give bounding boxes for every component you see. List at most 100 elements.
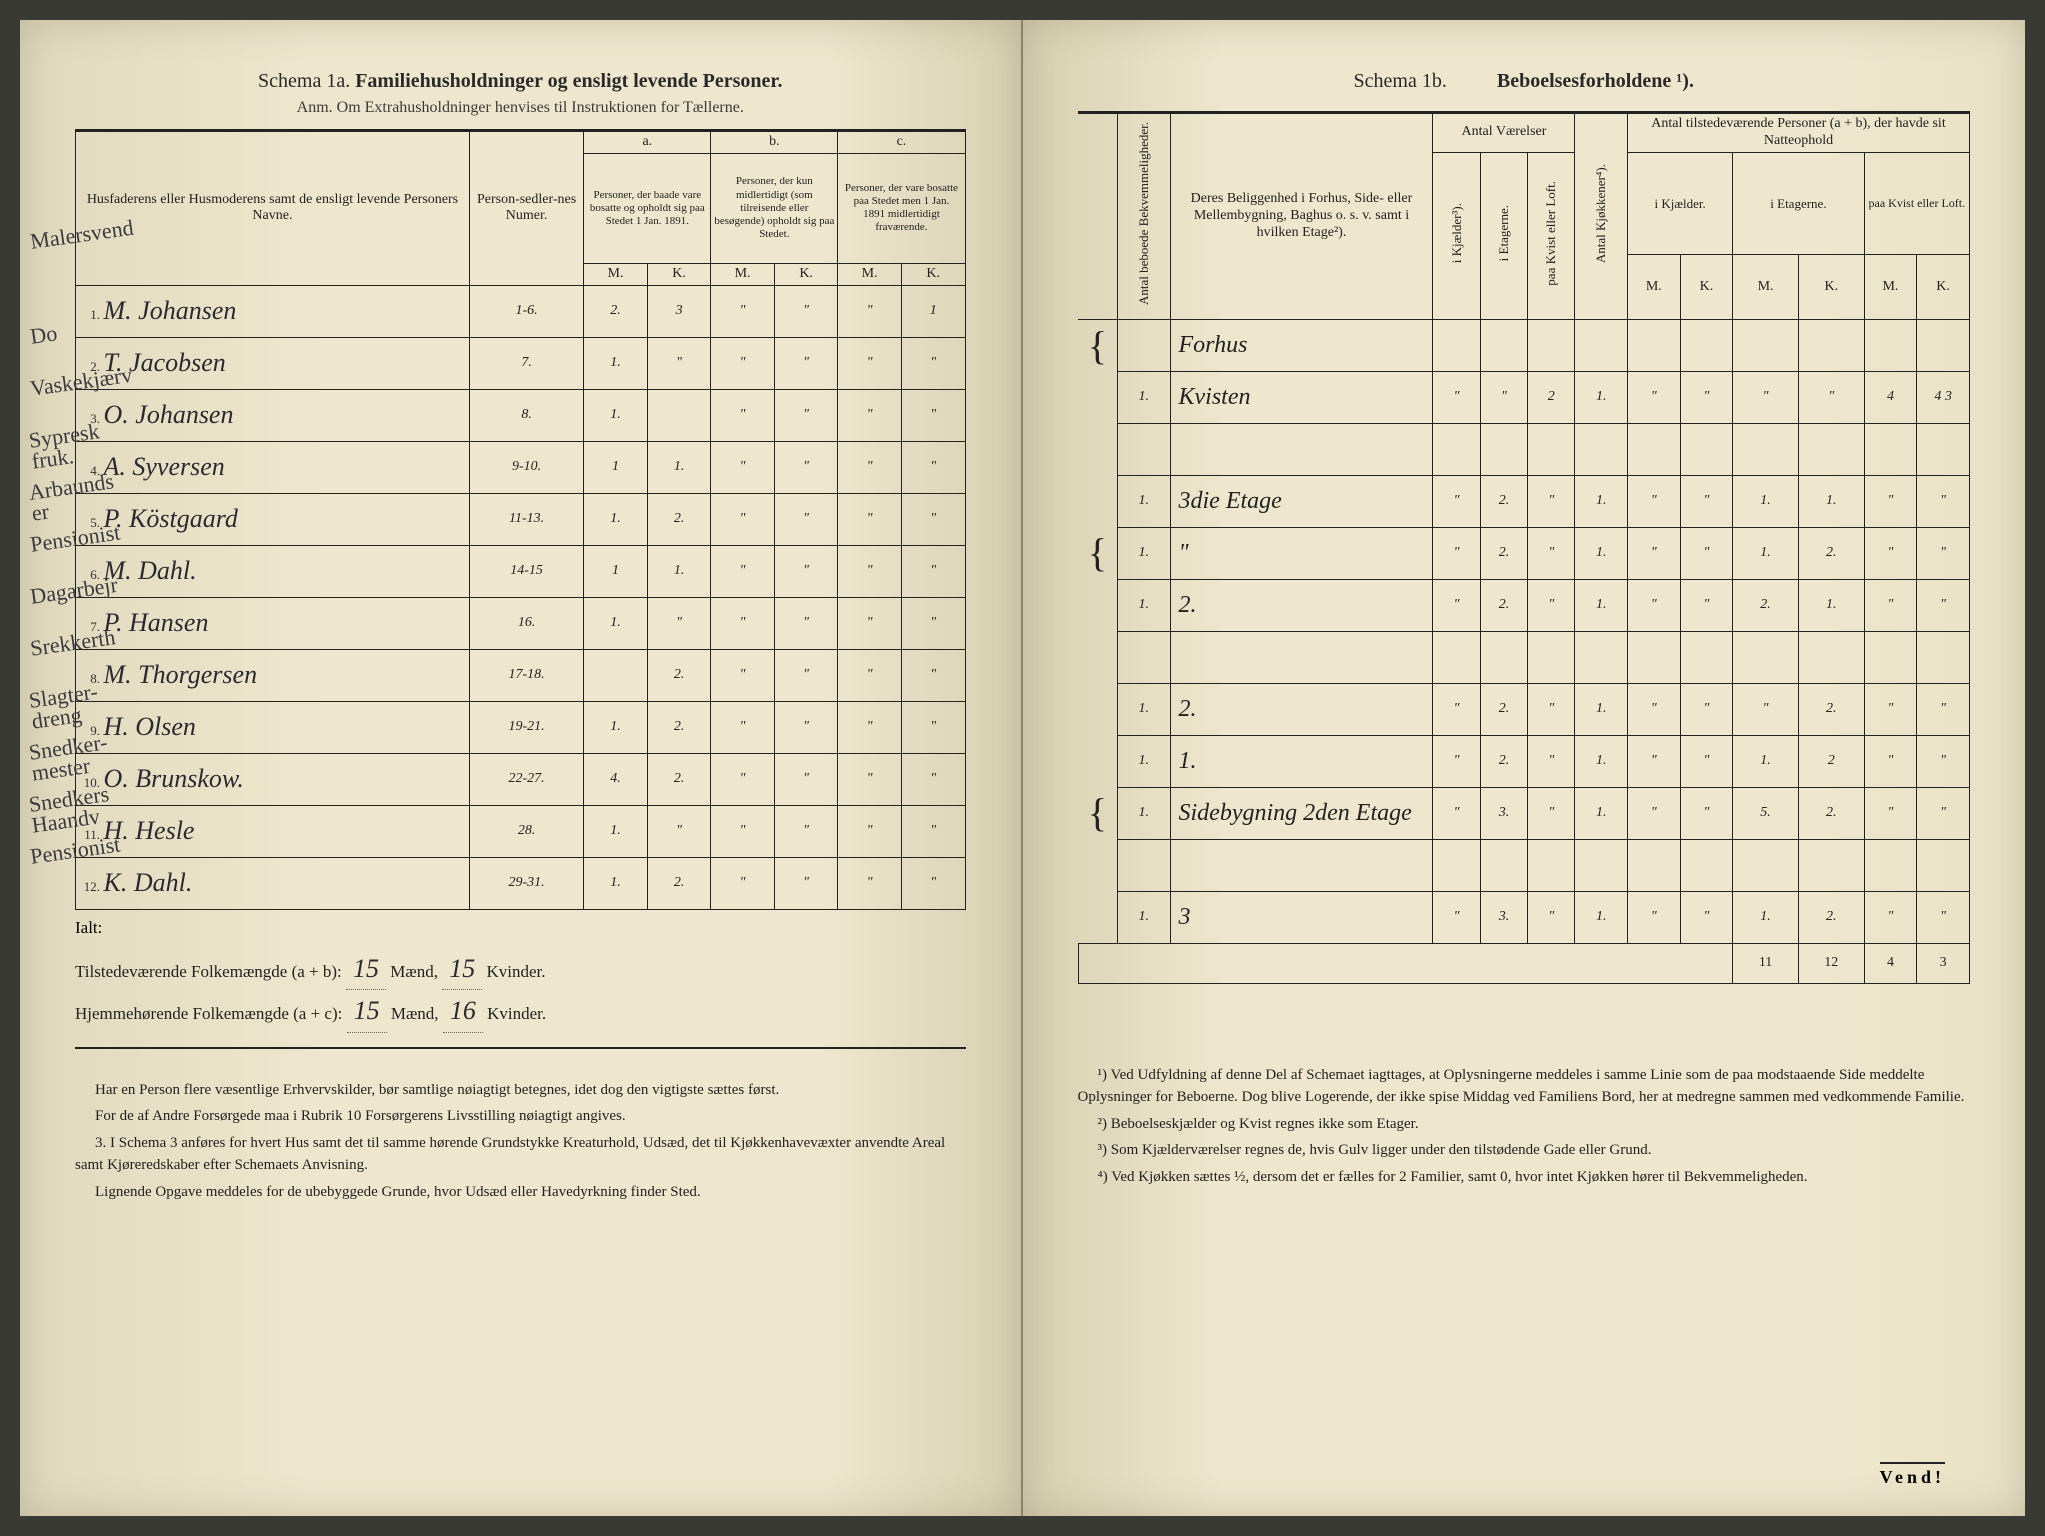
cell-bM: " xyxy=(711,805,775,857)
cell-bK: " xyxy=(774,805,838,857)
cell-loc: Kvisten xyxy=(1170,371,1433,423)
footnote-line: ¹) Ved Udfyldning af denne Del af Schema… xyxy=(1078,1064,1971,1109)
table-left: Husfaderens eller Husmoderens samt de en… xyxy=(75,131,966,910)
cell-bM: " xyxy=(711,441,775,493)
table-row: 3. O. Johansen8.1."""" xyxy=(76,389,966,441)
tot1-m: 15 xyxy=(346,948,386,991)
cell-loc: 1. xyxy=(1170,735,1433,787)
cell-cK: " xyxy=(901,337,965,389)
hdr-b-label: b. xyxy=(711,132,838,154)
cell-bM: " xyxy=(711,597,775,649)
cell-aK xyxy=(647,389,711,441)
cell-loc: " xyxy=(1170,527,1433,579)
hdr-tilst: Antal tilstedeværende Personer (a + b), … xyxy=(1628,114,1970,153)
cell-aM: 1. xyxy=(584,337,648,389)
cell-ps: 11-13. xyxy=(469,493,583,545)
cell-bK: " xyxy=(774,337,838,389)
hdr-a-text: Personer, der baade vare bosatte og opho… xyxy=(584,153,711,263)
cell-loc: Sidebygning 2den Etage xyxy=(1170,787,1433,839)
bracket-cell: { xyxy=(1078,527,1117,579)
tot2-mlabel: Mænd, xyxy=(391,1004,439,1023)
cell-aK: " xyxy=(647,597,711,649)
footnote-line: 3. I Schema 3 anføres for hvert Hus samt… xyxy=(75,1132,966,1177)
cell-name: 1. M. Johansen xyxy=(76,285,470,337)
cell-cM: " xyxy=(838,441,902,493)
cell-aM: 1. xyxy=(584,493,648,545)
cell-aM: 1. xyxy=(584,805,648,857)
cell-cK: " xyxy=(901,753,965,805)
bracket-cell xyxy=(1078,475,1117,527)
schema-1b-label: Schema 1b. xyxy=(1354,70,1447,92)
bracket-cell: { xyxy=(1078,787,1117,839)
cell-bM: " xyxy=(711,389,775,441)
bracket-cell xyxy=(1078,839,1117,891)
table-row: 9. H. Olsen19-21.1.2."""" xyxy=(76,701,966,753)
schema-1b-title: Schema 1b. Beboelsesforholdene ¹). xyxy=(1078,70,1971,93)
table-row: 1.1."2."1.""1.2"" xyxy=(1078,735,1970,787)
cell-aM xyxy=(584,649,648,701)
tot1-k: 15 xyxy=(442,948,482,991)
hdr-vaer-kv: paa Kvist eller Loft. xyxy=(1528,152,1575,319)
cell-aM: 1. xyxy=(584,597,648,649)
schema-1a-name: Familiehusholdninger og ensligt levende … xyxy=(355,70,782,92)
cell-aM: 1. xyxy=(584,701,648,753)
cell-aK: 2. xyxy=(647,701,711,753)
footnote-line: ³) Som Kjælderværelser regnes de, hvis G… xyxy=(1078,1139,1971,1162)
cell-ps: 9-10. xyxy=(469,441,583,493)
hdr-a-label: a. xyxy=(584,132,711,154)
hdr-c-label: c. xyxy=(838,132,965,154)
cell-n: 1. xyxy=(1117,579,1170,631)
right-footnotes: ¹) Ved Udfyldning af denne Del af Schema… xyxy=(1078,1064,1971,1189)
table-row: 1.3die Etage"2."1.""1.1."" xyxy=(1078,475,1970,527)
table-row: 5. P. Köstgaard11-13.1.2."""" xyxy=(76,493,966,545)
cell-loc: Forhus xyxy=(1170,319,1433,371)
cell-loc: 2. xyxy=(1170,683,1433,735)
cell-ps: 17-18. xyxy=(469,649,583,701)
cell-ps: 14-15 xyxy=(469,545,583,597)
cell-name: 8. M. Thorgersen xyxy=(76,649,470,701)
cell-bK: " xyxy=(774,753,838,805)
table-row: { Forhus xyxy=(1078,319,1970,371)
hdr-ps: Person-sedler-nes Numer. xyxy=(469,132,583,286)
cell-cM: " xyxy=(838,805,902,857)
table-row: 10. O. Brunskow.22-27.4.2."""" xyxy=(76,753,966,805)
hdr-bM: M. xyxy=(711,263,775,285)
hdr-kjok: Antal Kjøkkener⁴). xyxy=(1575,114,1628,320)
bracket-cell xyxy=(1078,683,1117,735)
schema-1a-title: Schema 1a. Familiehusholdninger og ensli… xyxy=(75,70,966,93)
schema-1b-name: Beboelsesforholdene ¹). xyxy=(1497,70,1694,92)
cell-bM: " xyxy=(711,649,775,701)
cell-name: 9. H. Olsen xyxy=(76,701,470,753)
cell-cM: " xyxy=(838,545,902,597)
table-row xyxy=(1078,423,1970,475)
hdr-b-text: Personer, der kun midlertidigt (som tilr… xyxy=(711,153,838,263)
hdr-aM: M. xyxy=(584,263,648,285)
table-row xyxy=(1078,839,1970,891)
cell-cM: " xyxy=(838,753,902,805)
cell-cK: " xyxy=(901,545,965,597)
hdr-t-et: i Etagerne. xyxy=(1733,152,1864,255)
cell-bM: " xyxy=(711,545,775,597)
cell-name: 6. M. Dahl. xyxy=(76,545,470,597)
hdr-c-text: Personer, der vare bosatte paa Stedet me… xyxy=(838,153,965,263)
cell-bK: " xyxy=(774,545,838,597)
cell-n: 1. xyxy=(1117,683,1170,735)
bracket-cell xyxy=(1078,891,1117,943)
cell-cM: " xyxy=(838,285,902,337)
cell-cK: " xyxy=(901,597,965,649)
cell-aK: 2. xyxy=(647,493,711,545)
footnote-line: Lignende Opgave meddeles for de ubebygge… xyxy=(75,1181,966,1204)
cell-bK: " xyxy=(774,285,838,337)
cell-cK: " xyxy=(901,493,965,545)
bracket-cell xyxy=(1078,735,1117,787)
bracket-cell xyxy=(1078,579,1117,631)
hdr-vaer-kj: i Kjælder³). xyxy=(1433,152,1480,319)
table-row: 11. H. Hesle28.1.""""" xyxy=(76,805,966,857)
bracket-cell: { xyxy=(1078,319,1117,371)
cell-ps: 22-27. xyxy=(469,753,583,805)
hdr-cM: M. xyxy=(838,263,902,285)
hdr-bekv: Antal beboede Bekvemmeligheder. xyxy=(1117,114,1170,320)
anm-note: Anm. Om Extrahusholdninger henvises til … xyxy=(75,99,966,117)
cell-cK: " xyxy=(901,649,965,701)
cell-bK: " xyxy=(774,701,838,753)
